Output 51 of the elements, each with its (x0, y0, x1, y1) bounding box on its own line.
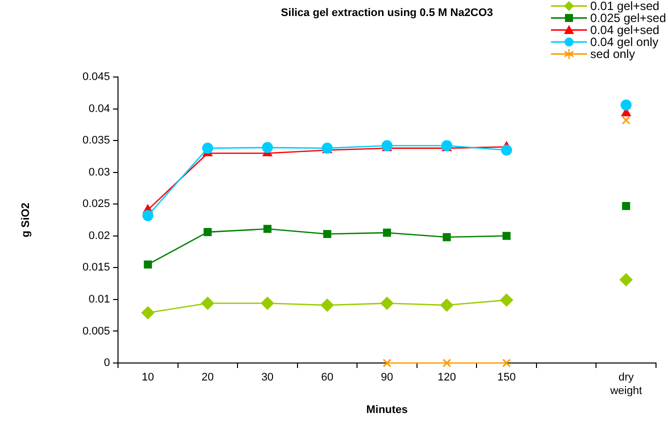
point (620, 273, 633, 286)
point (202, 142, 214, 154)
point (500, 294, 514, 307)
x-tick-label: 20 (202, 372, 214, 384)
y-tick-label: 0 (104, 357, 110, 370)
legend-label: 0.04 gel only (590, 35, 658, 49)
point (323, 230, 332, 238)
point (142, 210, 154, 222)
y-tick-label: 0.02 (88, 230, 110, 242)
y-tick-label: 0.03 (88, 166, 110, 178)
chart-title: Silica gel extraction using 0.5 M Na2CO3 (280, 7, 494, 19)
y-tick-label: 0.04 (88, 102, 110, 115)
point (382, 228, 392, 237)
legend-label: 0.025 gel+sed (590, 11, 666, 25)
point (442, 233, 451, 242)
point (620, 99, 632, 110)
y-tick-label: 0.025 (82, 198, 110, 210)
point (320, 298, 334, 312)
point (622, 116, 630, 125)
x-tick-label: 150 (497, 372, 516, 384)
point (141, 306, 154, 320)
y-tick-label: 0.015 (82, 262, 110, 274)
point (622, 202, 630, 210)
point (263, 224, 272, 233)
y-tick-label: 0.045 (82, 71, 110, 84)
x-tick-label: 30 (261, 372, 274, 384)
x-tick-label: 120 (438, 372, 456, 384)
x-tick-label: dry weight (609, 372, 642, 397)
y-axis-title: g SiO2 (20, 202, 32, 238)
point (380, 296, 394, 310)
point (502, 358, 511, 368)
point (201, 296, 214, 310)
point (144, 260, 152, 269)
point (501, 144, 512, 156)
point (262, 142, 273, 154)
point (260, 296, 274, 310)
y-tick-label: 0.005 (82, 325, 110, 338)
point (442, 358, 452, 368)
legend-label: sed only (590, 47, 635, 61)
legend-label: 0.04 gel+sed (590, 23, 660, 37)
point (502, 232, 511, 240)
legend-label: 0.01 gel+sed (590, 0, 660, 13)
point (382, 358, 392, 368)
y-tick-label: 0.01 (88, 293, 110, 306)
point (204, 228, 212, 236)
y-tick-label: 0.035 (82, 134, 110, 147)
x-tick-label: 90 (380, 372, 394, 384)
point (440, 298, 454, 312)
x-axis-title: Minutes (365, 404, 409, 416)
x-tick-label: 10 (142, 372, 154, 384)
x-tick-label: 60 (321, 372, 334, 384)
